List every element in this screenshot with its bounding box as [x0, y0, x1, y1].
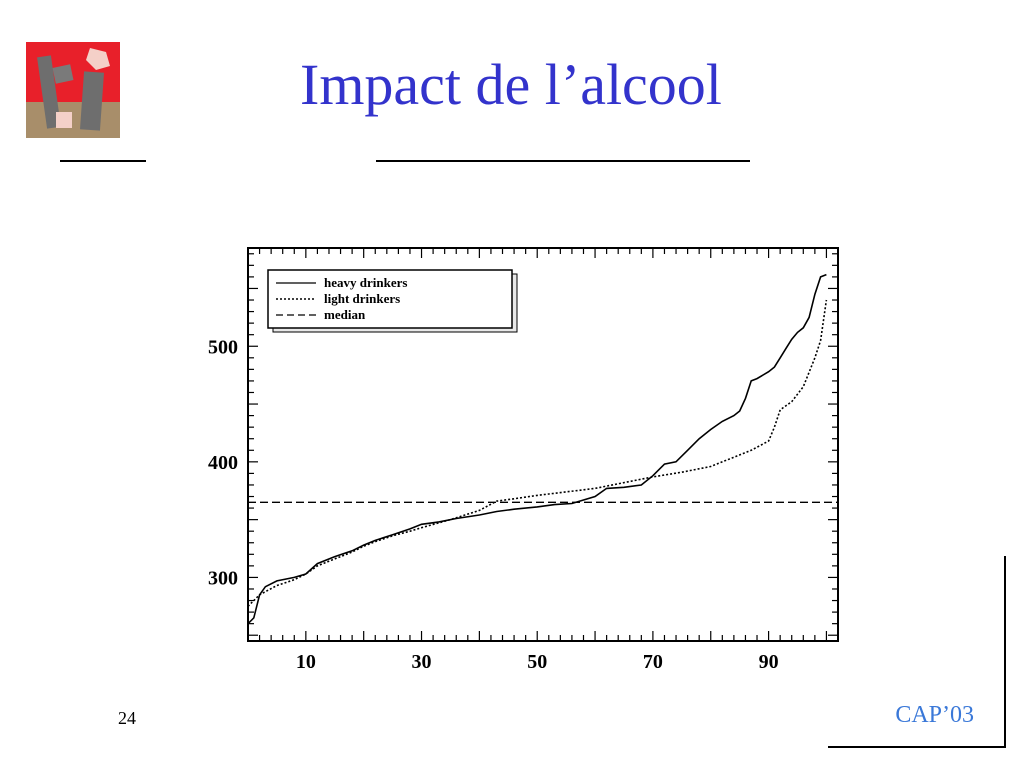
corner-line-vertical [1004, 556, 1006, 748]
x-tick-label: 50 [527, 651, 547, 673]
corner-line-horizontal [828, 746, 1006, 748]
footer-label: CAP’03 [895, 702, 974, 728]
legend-label-heavy: heavy drinkers [324, 275, 407, 290]
series-line-heavy-drinkers [247, 273, 827, 625]
series-line-light-drinkers [247, 299, 828, 607]
y-tick-label: 500 [208, 336, 238, 358]
legend-label-light: light drinkers [324, 291, 400, 306]
x-tick-label: 70 [643, 651, 663, 673]
x-tick-label: 10 [296, 651, 316, 673]
y-tick-label: 300 [208, 567, 238, 589]
legend-label-median: median [324, 307, 366, 322]
plot-frame [247, 247, 839, 642]
x-tick-label: 30 [412, 651, 432, 673]
rci-logo-icon [26, 42, 120, 138]
slide-title: Impact de l’alcool [300, 52, 722, 117]
x-tick-label: 90 [759, 651, 779, 673]
title-rule-right [376, 160, 750, 162]
page-number: 24 [118, 708, 136, 728]
title-rule-left [60, 160, 146, 162]
y-tick-label: 400 [208, 452, 238, 474]
